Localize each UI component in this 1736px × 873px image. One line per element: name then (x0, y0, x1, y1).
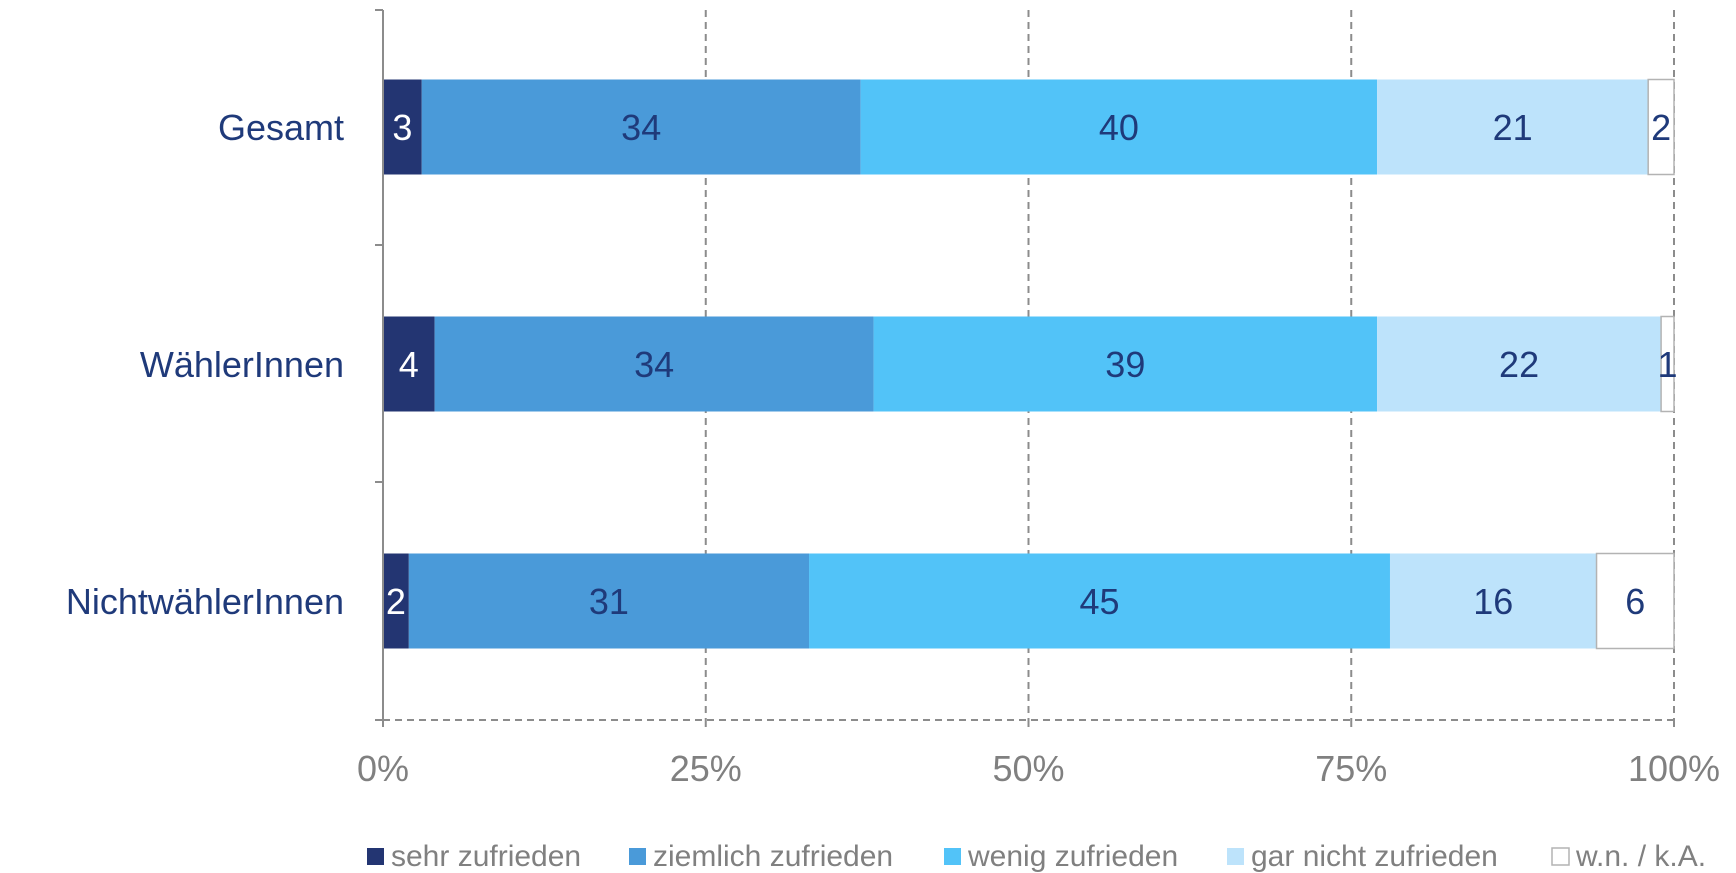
legend-label: wenig zufrieden (967, 840, 1178, 873)
x-tick-label: 75% (1315, 748, 1387, 789)
bar-segment (408, 553, 810, 649)
x-tick-labels: 0% 25% 50% 75% 100% (357, 748, 1720, 789)
data-label: 16 (1473, 581, 1513, 622)
bar-segment (383, 553, 409, 649)
legend-label: w.n. / k.A. (1575, 840, 1706, 873)
data-label: 3 (392, 107, 412, 148)
bar-segment (421, 79, 861, 175)
bar-segment (1647, 78, 1675, 176)
legend-label: sehr zufrieden (391, 840, 581, 873)
bar-segment (1595, 552, 1675, 650)
data-label: 1 (1658, 344, 1678, 385)
data-label: 31 (589, 581, 629, 622)
data-label: 2 (386, 581, 406, 622)
legend-swatch (367, 848, 384, 865)
category-label: WählerInnen (140, 344, 344, 385)
bar-segment (1377, 79, 1649, 175)
data-label: 40 (1099, 107, 1139, 148)
bar-segment (1389, 553, 1597, 649)
legend-label: ziemlich zufrieden (653, 840, 893, 873)
x-tick-label: 100% (1628, 748, 1720, 789)
data-label: 34 (621, 107, 661, 148)
data-label: 39 (1105, 344, 1145, 385)
bar-segment (1660, 315, 1675, 413)
bar-segment (860, 79, 1378, 175)
data-label: 6 (1625, 581, 1645, 622)
axes (375, 9, 1675, 727)
legend-swatch (1551, 847, 1570, 866)
data-label: 22 (1499, 344, 1539, 385)
data-label: 4 (399, 344, 419, 385)
data-label: 21 (1493, 107, 1533, 148)
data-label: 2 (1651, 107, 1671, 148)
category-label: NichtwählerInnen (66, 581, 344, 622)
bar-segment (1377, 316, 1662, 412)
bars: 3 34 40 21 2 4 34 39 22 1 2 31 45 16 6 (383, 78, 1678, 650)
category-label: Gesamt (218, 107, 344, 148)
bar-segment (383, 79, 422, 175)
legend-swatch (944, 848, 961, 865)
x-tick-label: 50% (992, 748, 1064, 789)
data-label: 45 (1079, 581, 1119, 622)
category-labels: Gesamt WählerInnen NichtwählerInnen (66, 107, 344, 622)
legend-label: gar nicht zufrieden (1251, 840, 1498, 873)
bar-segment (809, 553, 1390, 649)
data-label: 34 (634, 344, 674, 385)
bar-segment (873, 316, 1378, 412)
legend: sehr zufrieden ziemlich zufrieden wenig zu… (367, 840, 1706, 873)
x-tick-label: 25% (670, 748, 742, 789)
legend-swatch (629, 848, 646, 865)
bar-segment (434, 316, 874, 412)
x-tick-label: 0% (357, 748, 409, 789)
legend-swatch (1227, 848, 1244, 865)
bar-segment (383, 316, 435, 412)
